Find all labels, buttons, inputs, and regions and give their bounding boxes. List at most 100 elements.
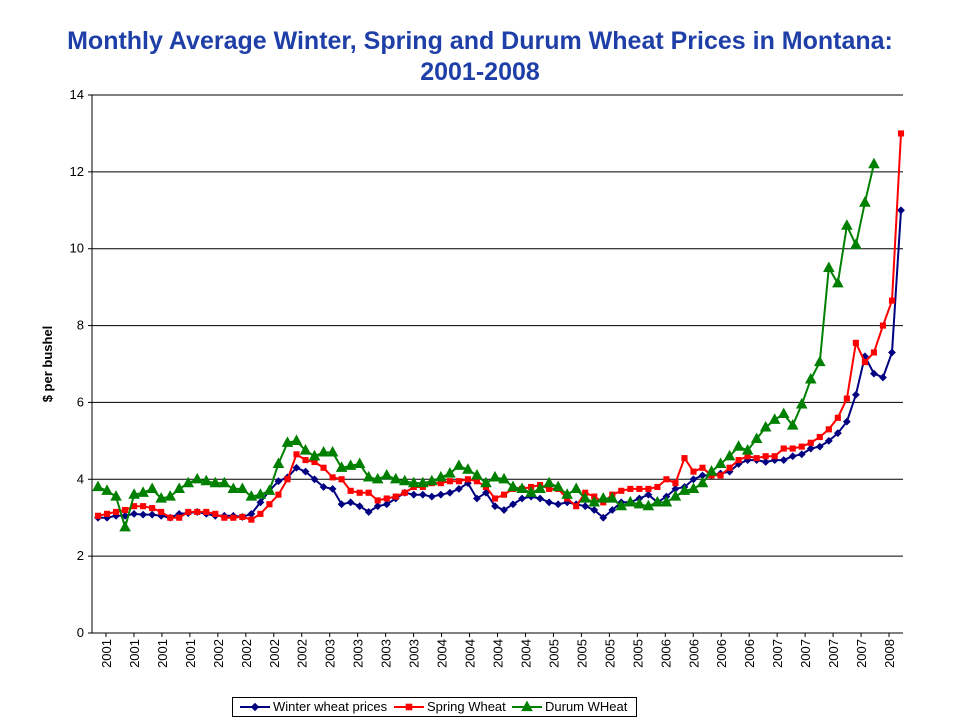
x-tick-label: 2004 [491, 639, 506, 668]
data-point-triangle [696, 476, 709, 488]
data-point-diamond [454, 484, 463, 493]
data-point-triangle [245, 490, 258, 501]
data-point-square [852, 339, 859, 346]
data-point-triangle [155, 492, 167, 503]
data-point-diamond [536, 494, 545, 503]
data-point-triangle [723, 449, 736, 461]
axes [88, 94, 903, 637]
data-point-square [627, 485, 634, 492]
data-point-triangle [398, 474, 411, 486]
data-point-triangle [642, 499, 655, 511]
x-tick-label: 2002 [267, 639, 282, 668]
data-point-triangle [435, 470, 447, 482]
data-point-triangle [362, 470, 375, 482]
series-line [98, 210, 902, 520]
data-point-diamond [364, 508, 373, 516]
data-point-diamond [779, 456, 788, 464]
x-tick-label: 2002 [295, 639, 310, 668]
data-point-diamond [121, 511, 129, 520]
data-point-square [825, 426, 832, 433]
x-tick-label: 2002 [211, 639, 226, 668]
y-tick-label: 4 [77, 471, 84, 486]
series-line [97, 163, 875, 531]
x-tick-label: 2002 [239, 639, 254, 668]
data-point-square [248, 516, 255, 523]
legend-label: Winter wheat prices [273, 699, 388, 714]
y-tick-label: 2 [77, 548, 84, 563]
data-point-diamond [445, 488, 454, 497]
data-point-triangle [823, 261, 835, 273]
x-tick-label: 2008 [882, 639, 897, 668]
legend-swatch [240, 702, 270, 712]
data-point-triangle [705, 465, 718, 476]
data-point-square [753, 455, 760, 462]
data-point-triangle [606, 492, 619, 503]
data-point-square [293, 451, 300, 458]
x-tick-label: 2003 [351, 639, 366, 668]
data-point-triangle [182, 476, 195, 488]
data-point-square [879, 322, 887, 329]
x-tick-label: 2006 [742, 639, 757, 668]
series-2 [94, 130, 905, 523]
data-point-square [383, 495, 390, 502]
data-point-square [798, 443, 805, 450]
data-point-triangle [507, 480, 519, 492]
data-point-diamond [250, 702, 260, 712]
data-point-square [230, 514, 237, 521]
data-point-triangle [534, 482, 546, 493]
y-tick-label: 12 [70, 164, 84, 179]
data-point-square [491, 495, 499, 502]
data-point-square [405, 703, 413, 711]
data-point-triangle [290, 434, 303, 445]
data-point-square [374, 497, 381, 504]
data-point-diamond [797, 450, 806, 459]
data-point-diamond [897, 206, 905, 215]
data-point-triangle [786, 419, 799, 430]
data-point-square [167, 514, 174, 521]
data-point-diamond [436, 490, 445, 499]
data-point-square [356, 489, 363, 496]
data-point-triangle [750, 432, 763, 444]
data-point-square [266, 501, 273, 508]
series-layer [92, 130, 905, 532]
data-point-square [717, 472, 724, 479]
data-point-square [816, 433, 823, 441]
data-point-square [672, 480, 679, 487]
data-point-triangle [308, 449, 321, 461]
data-point-square [347, 487, 354, 494]
data-point-triangle [444, 467, 456, 478]
data-point-triangle [498, 472, 510, 484]
y-axis-title: $ per bushel [40, 326, 55, 403]
data-point-triangle [859, 196, 871, 207]
x-tick-label: 2006 [658, 639, 673, 668]
data-point-square [618, 487, 625, 494]
data-point-diamond [879, 373, 887, 382]
data-point-diamond [382, 500, 391, 509]
data-point-triangle [335, 461, 348, 472]
series-1 [94, 206, 905, 522]
data-point-diamond [599, 513, 608, 522]
data-point-diamond [842, 417, 851, 426]
data-point-square [103, 510, 111, 517]
data-point-triangle [759, 420, 772, 432]
data-point-diamond [806, 444, 815, 453]
data-point-triangle [651, 495, 664, 507]
data-point-diamond [355, 502, 364, 511]
data-point-triangle [263, 484, 276, 495]
data-point-square [239, 513, 246, 521]
data-point-triangle [326, 445, 339, 457]
data-point-square [897, 130, 905, 137]
data-point-diamond [310, 475, 319, 484]
data-point-square [654, 483, 661, 491]
data-point-diamond [833, 429, 842, 438]
data-point-triangle [521, 700, 533, 712]
data-point-triangle [588, 495, 601, 507]
data-point-triangle [768, 413, 781, 424]
data-point-triangle [687, 482, 700, 493]
data-point-square [176, 514, 183, 521]
data-point-square [843, 395, 850, 402]
data-point-triangle [164, 490, 176, 501]
data-point-diamond [815, 442, 824, 451]
x-tick-label: 2003 [407, 639, 422, 668]
data-point-triangle [254, 488, 267, 499]
